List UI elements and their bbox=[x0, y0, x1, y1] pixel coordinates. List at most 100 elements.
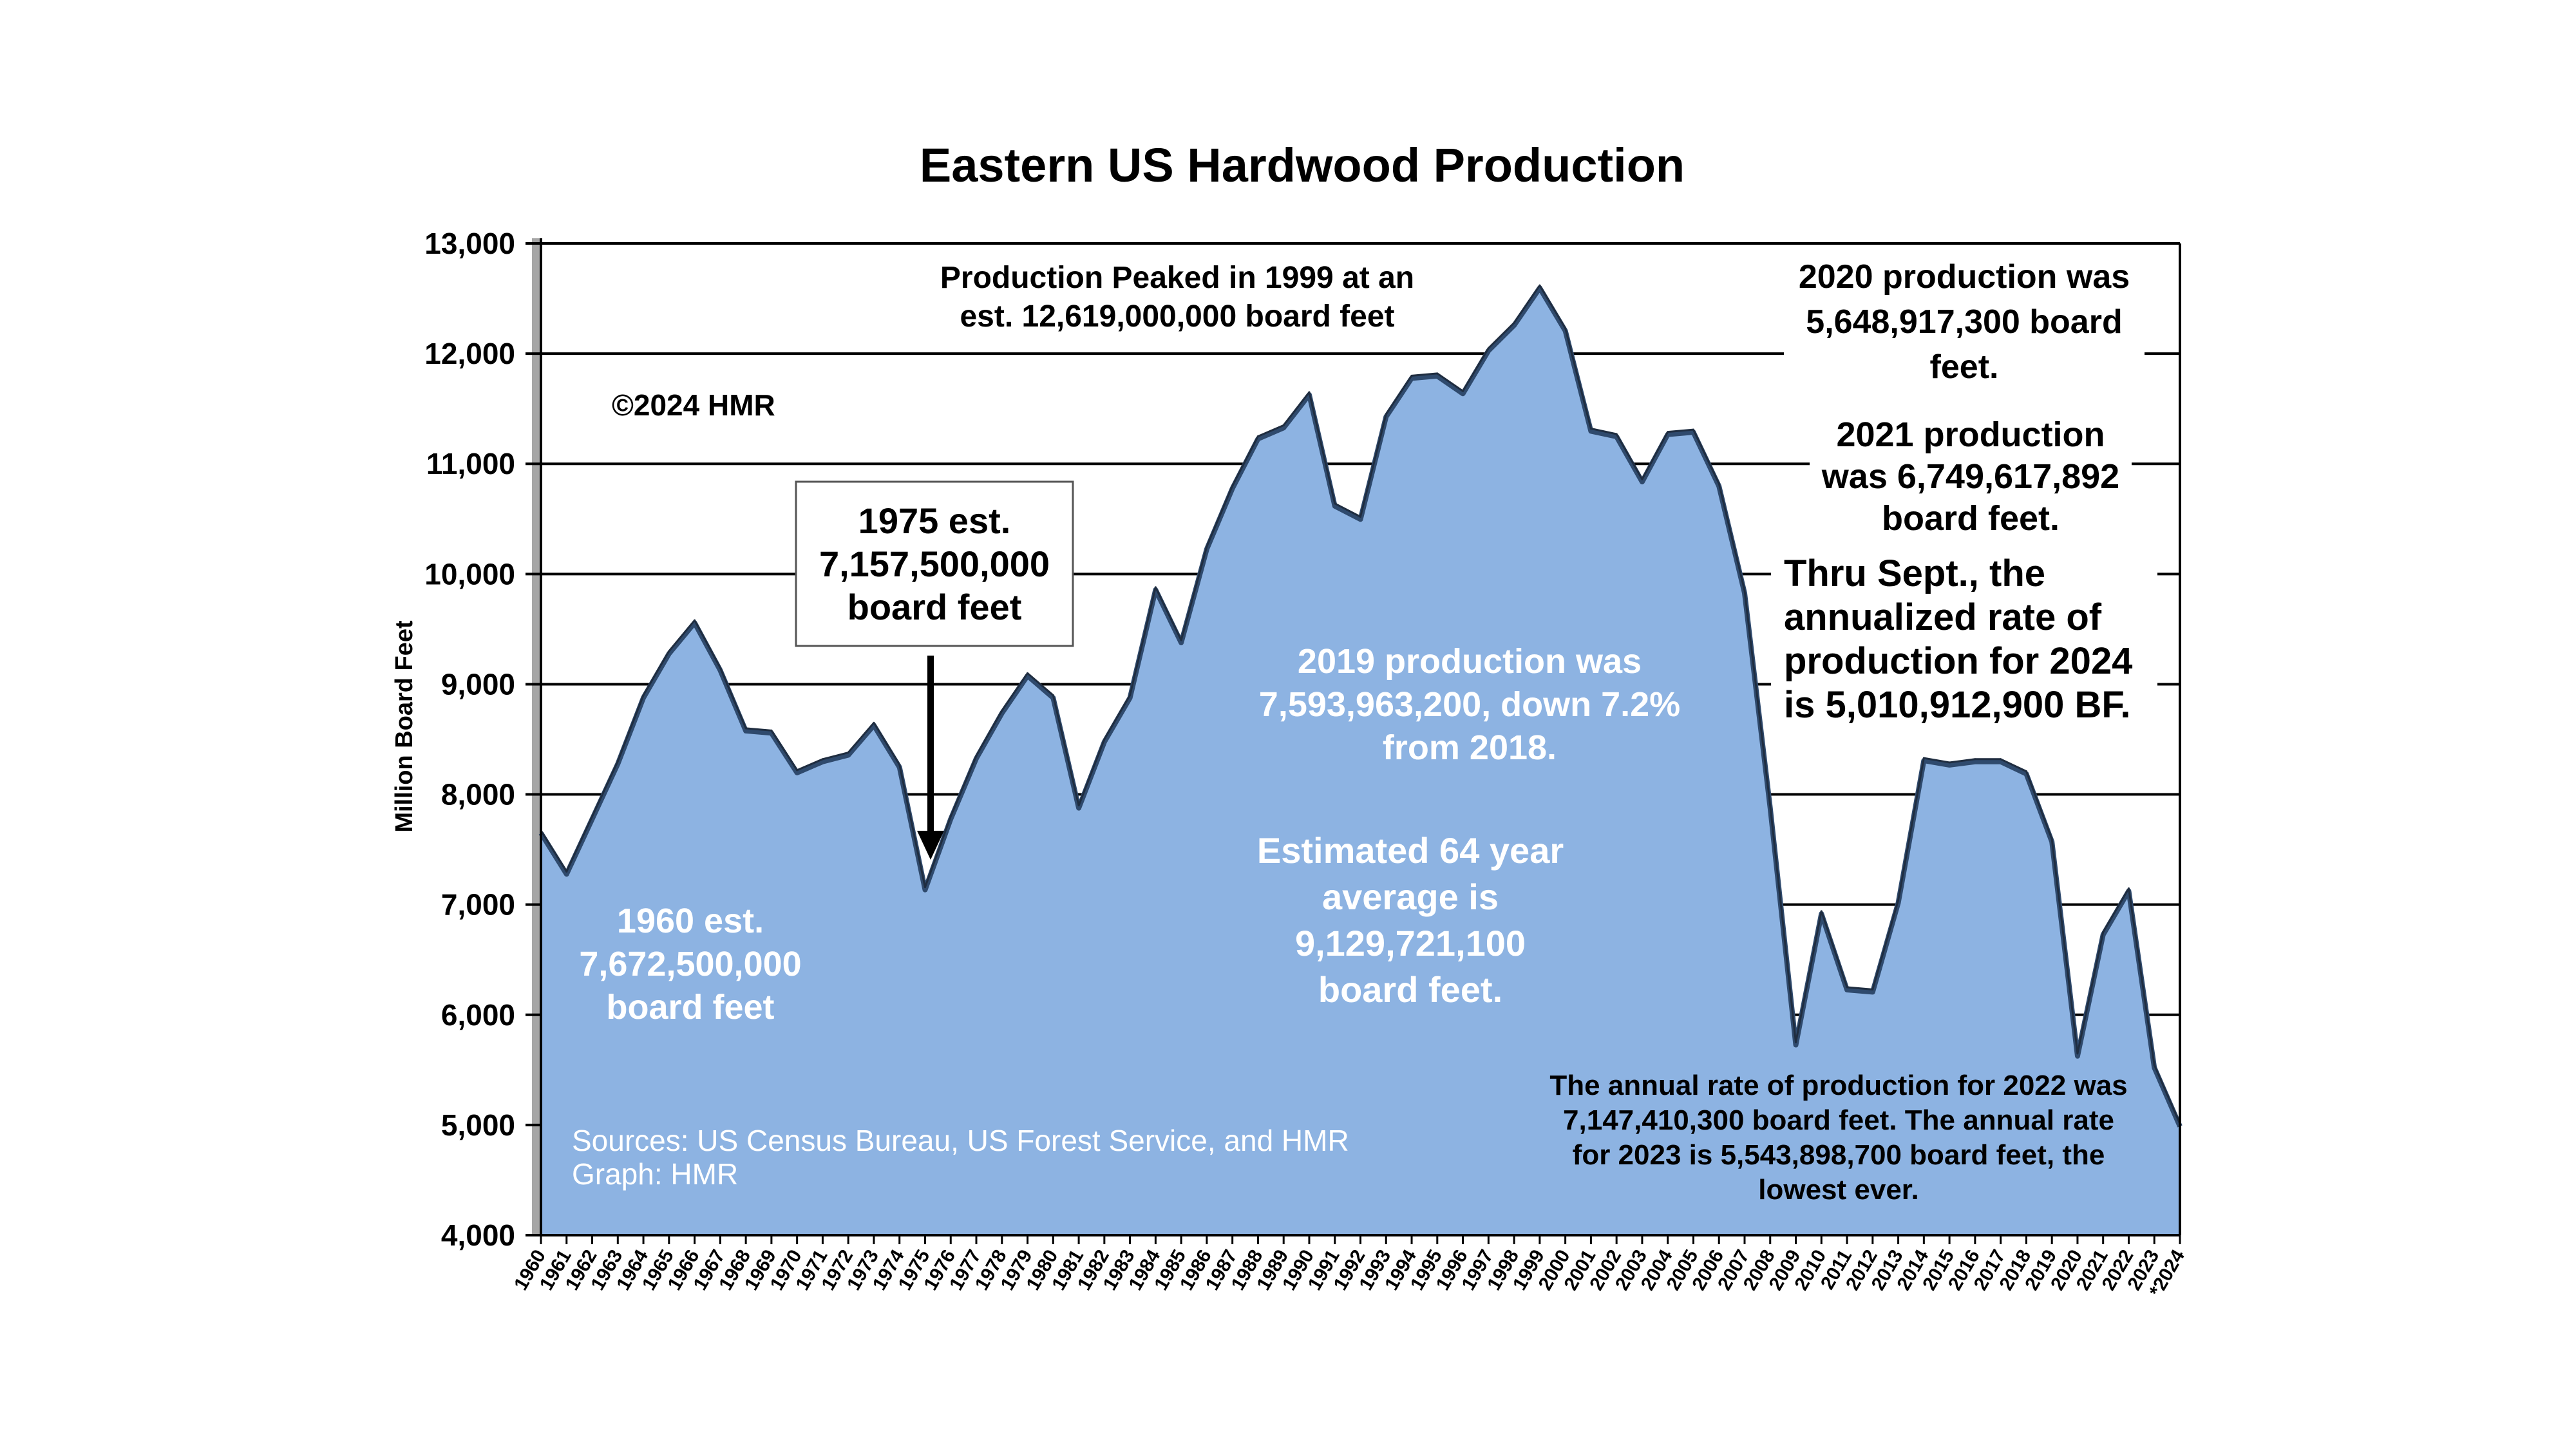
data-point-1998 bbox=[1513, 321, 1515, 324]
data-point-2020 bbox=[2076, 1052, 2079, 1055]
data-point-1971 bbox=[821, 758, 824, 761]
data-point-1970 bbox=[796, 769, 799, 772]
peak-annotation: Production Peaked in 1999 at an est. 12,6… bbox=[908, 254, 1449, 341]
annotation-line: Graph: HMR bbox=[572, 1157, 738, 1191]
annotation-2024-backdrop bbox=[1771, 547, 2157, 734]
chart-title: Eastern US Hardwood Production bbox=[920, 138, 1685, 192]
sources-note: Sources: US Census Bureau, US Forest Ser… bbox=[572, 1124, 1349, 1191]
data-point-2002 bbox=[1615, 433, 1618, 435]
data-point-1975 bbox=[923, 886, 926, 889]
data-point-2019 bbox=[2050, 838, 2053, 840]
data-point-2022 bbox=[2127, 887, 2130, 890]
annotation-line: 2019 production was bbox=[1298, 642, 1642, 681]
data-point-2021 bbox=[2102, 931, 2105, 933]
annotation-line: board feet. bbox=[1882, 499, 2060, 538]
data-point-2000 bbox=[1564, 327, 1567, 330]
annotation-line: 2020 production was bbox=[1799, 258, 2130, 296]
copyright-note: ©2024 HMR bbox=[612, 388, 775, 422]
data-point-1962 bbox=[591, 815, 594, 818]
data-point-2018 bbox=[2025, 770, 2027, 773]
data-point-2007 bbox=[1743, 589, 1746, 592]
data-point-1979 bbox=[1027, 672, 1029, 674]
arrow-head bbox=[917, 831, 944, 860]
peak-annotation-backdrop bbox=[908, 254, 1449, 341]
data-point-1964 bbox=[642, 694, 645, 697]
y-tick-label: 5,000 bbox=[441, 1108, 515, 1142]
data-point-1981 bbox=[1077, 804, 1080, 807]
annotation-line: is 5,010,912,900 BF. bbox=[1784, 684, 2131, 726]
annotation-line: board feet. bbox=[1318, 969, 1502, 1010]
box-1975-frame bbox=[795, 480, 1074, 647]
data-point-1967 bbox=[719, 667, 721, 669]
y-axis-label: Million Board Feet bbox=[391, 620, 418, 833]
annotation-line: Production Peaked in 1999 at an bbox=[940, 261, 1414, 295]
y-tick-label: 13,000 bbox=[424, 227, 515, 260]
annotation-line: annualized rate of bbox=[1784, 596, 2102, 638]
annotation-line: Sources: US Census Bureau, US Forest Ser… bbox=[572, 1124, 1349, 1157]
data-point-1963 bbox=[616, 760, 619, 762]
annotation-line: feet. bbox=[1930, 348, 1999, 386]
annotation-line: 9,129,721,100 bbox=[1295, 923, 1526, 963]
data-point-2011 bbox=[1846, 986, 1848, 989]
data-point-1980 bbox=[1052, 694, 1054, 697]
data-point-1993 bbox=[1385, 413, 1387, 415]
annotation-line: 1960 est. bbox=[617, 902, 764, 940]
data-point-1990 bbox=[1308, 391, 1311, 393]
x-tick-labels: 1960196119621963196419651966196719681969… bbox=[510, 1246, 2189, 1301]
data-point-2017 bbox=[2000, 758, 2002, 761]
data-point-1974 bbox=[898, 763, 901, 766]
data-point-1982 bbox=[1103, 738, 1106, 741]
data-point-1987 bbox=[1231, 484, 1234, 487]
data-point-2016 bbox=[1974, 758, 1976, 761]
plot-side-wall bbox=[532, 238, 541, 1235]
axes bbox=[526, 238, 2181, 1244]
data-point-2014 bbox=[1922, 757, 1925, 759]
data-point-2006 bbox=[1718, 482, 1720, 485]
data-point-1992 bbox=[1359, 515, 1361, 518]
data-point-2009 bbox=[1795, 1041, 1797, 1044]
annotation-line: lowest ever. bbox=[1758, 1174, 1918, 1206]
area-fill bbox=[541, 285, 2180, 1235]
data-point-1965 bbox=[668, 650, 670, 652]
annotation-line: 7,157,500,000 bbox=[819, 544, 1050, 584]
data-point-2013 bbox=[1897, 899, 1900, 902]
data-point-1988 bbox=[1256, 435, 1259, 437]
y-tick-label: 12,000 bbox=[424, 337, 515, 370]
annotation-line: average is bbox=[1322, 876, 1499, 917]
data-point-1969 bbox=[770, 729, 773, 732]
annotation-line: 7,672,500,000 bbox=[579, 945, 801, 983]
data-point-1968 bbox=[744, 727, 747, 730]
y-tick-label: 9,000 bbox=[441, 667, 515, 701]
data-point-1996 bbox=[1462, 390, 1464, 392]
data-point-1986 bbox=[1206, 545, 1208, 548]
y-tick-label: 6,000 bbox=[441, 998, 515, 1032]
y-tick-label: 8,000 bbox=[441, 778, 515, 811]
annotation-line: The annual rate of production for 2022 w… bbox=[1549, 1070, 2127, 1101]
annotation-2021-backdrop bbox=[1810, 409, 2132, 541]
y-tick-label: 7,000 bbox=[441, 888, 515, 922]
annotation-line: production for 2024 bbox=[1784, 640, 2132, 682]
data-point-2012 bbox=[1871, 988, 1874, 990]
data-point-1977 bbox=[975, 755, 978, 757]
data-point-1978 bbox=[1001, 710, 1003, 712]
data-point-1972 bbox=[847, 752, 849, 754]
data-point-1973 bbox=[873, 721, 875, 724]
arrow-1975-icon bbox=[917, 656, 944, 860]
annotation-line: for 2023 is 5,543,898,700 board feet, th… bbox=[1573, 1139, 2105, 1171]
data-point-2005 bbox=[1692, 428, 1694, 431]
annotation-average: Estimated 64 year average is 9,129,721,100… bbox=[1257, 830, 1564, 1010]
y-tick-labels: 4,000 5,000 6,000 7,000 8,000 9,000 10,000 11,0… bbox=[424, 227, 515, 1252]
data-point-1966 bbox=[694, 619, 696, 621]
annotation-line: 5,648,917,300 board bbox=[1806, 303, 2122, 341]
y-tick-label: 11,000 bbox=[426, 447, 515, 480]
data-point-2015 bbox=[1948, 761, 1951, 764]
annotation-line: Estimated 64 year bbox=[1257, 830, 1564, 871]
data-point-1995 bbox=[1436, 372, 1439, 375]
data-point-1976 bbox=[949, 815, 952, 818]
annotation-1960: 1960 est. 7,672,500,000 board feet bbox=[579, 902, 801, 1027]
annotation-2020-backdrop bbox=[1784, 252, 2145, 391]
